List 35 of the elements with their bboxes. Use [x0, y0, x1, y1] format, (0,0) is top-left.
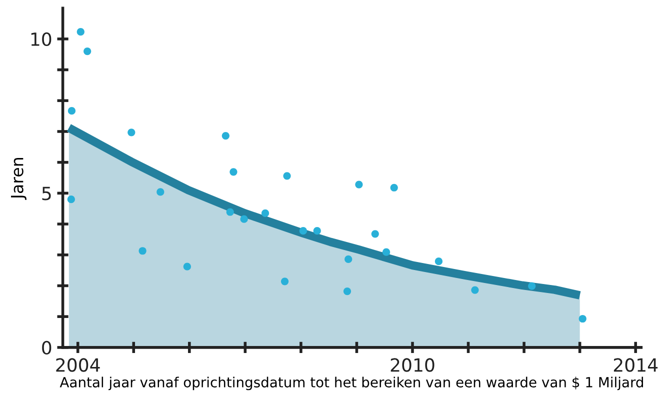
- point: [343, 287, 352, 296]
- point: [371, 230, 379, 238]
- point: [390, 184, 398, 192]
- x-tick-label: 2010: [390, 358, 434, 372]
- point: [344, 255, 352, 264]
- point: [578, 314, 586, 323]
- point: [313, 227, 321, 235]
- point: [76, 28, 84, 36]
- point: [183, 262, 191, 270]
- point: [434, 258, 443, 266]
- point: [280, 278, 289, 286]
- point: [261, 209, 270, 218]
- y-tick-label: 10: [31, 32, 52, 46]
- point: [67, 196, 75, 204]
- point: [84, 47, 92, 56]
- point: [355, 180, 363, 188]
- point: [240, 215, 248, 223]
- point: [222, 132, 230, 140]
- point: [528, 282, 536, 290]
- point: [382, 248, 390, 256]
- y-tick-label: 0: [42, 340, 52, 355]
- point: [138, 247, 146, 255]
- y-axis-title: Jaren: [11, 158, 26, 200]
- point: [283, 172, 291, 180]
- point: [299, 227, 307, 235]
- x-axis-title: Aantal jaar vanaf oprichtingsdatum tot het bereiken van een waarde van $ 1 Miljard: [60, 376, 644, 390]
- point: [156, 188, 164, 196]
- x-tick-label: 2014: [614, 358, 658, 372]
- point: [68, 107, 76, 115]
- point: [128, 128, 136, 136]
- x-tick-label: 2004: [56, 358, 100, 372]
- point: [471, 286, 479, 294]
- point: [230, 168, 238, 176]
- point: [226, 208, 234, 216]
- y-tick-label: 5: [42, 186, 51, 200]
